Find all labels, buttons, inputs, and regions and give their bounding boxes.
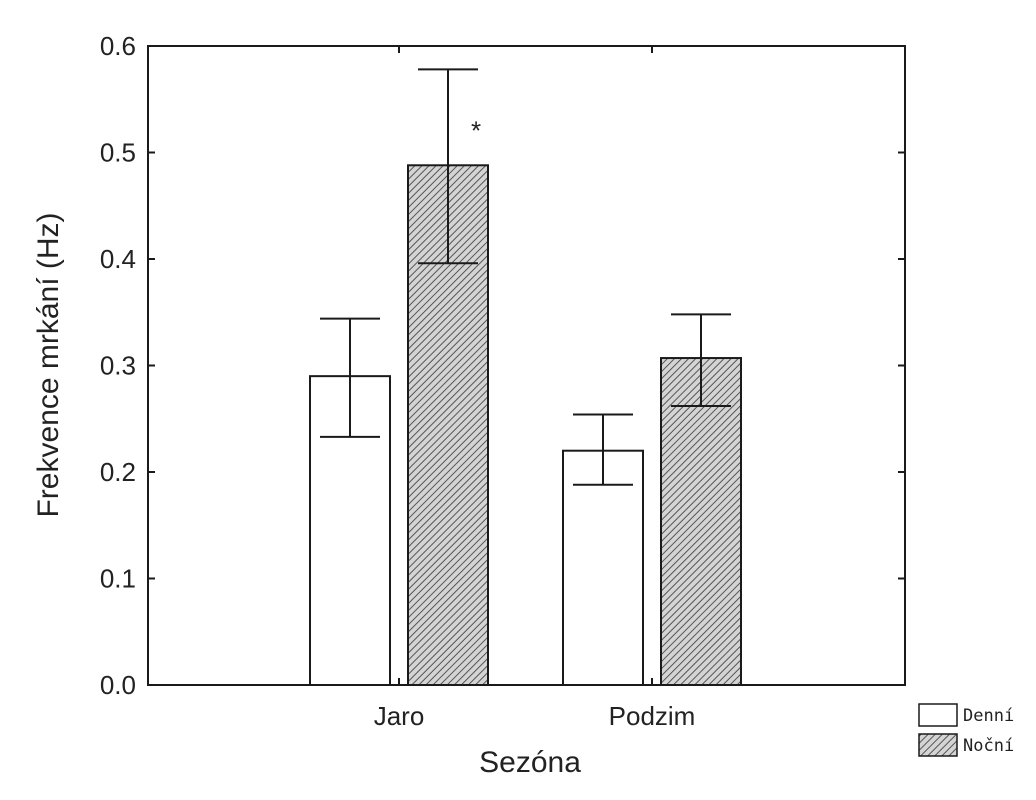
y-tick-label: 0.2 xyxy=(100,457,136,487)
y-tick-label: 0.0 xyxy=(100,670,136,700)
bar-podzim-1 xyxy=(660,357,742,686)
legend-swatch xyxy=(918,703,958,727)
y-tick-label: 0.5 xyxy=(100,138,136,168)
y-axis-title: Frekvence mrkání (Hz) xyxy=(32,212,65,517)
legend-label: Noční xyxy=(963,736,1014,756)
y-tick-label: 0.4 xyxy=(100,244,136,274)
y-tick-label: 0.3 xyxy=(100,351,136,381)
legend: Denní Noční xyxy=(918,703,1014,757)
plot-frame xyxy=(147,45,906,686)
x-tick-label: Jaro xyxy=(374,701,425,731)
legend-label: Denní xyxy=(963,706,1014,726)
legend-swatch xyxy=(918,733,958,757)
y-tick-label: 0.1 xyxy=(100,564,136,594)
bar-podzim-0 xyxy=(562,449,644,687)
x-axis-title: Sezóna xyxy=(479,746,581,779)
y-tick-label: 0.6 xyxy=(100,31,136,61)
significance-annotation: * xyxy=(471,115,481,145)
x-tick-label: Podzim xyxy=(609,701,696,731)
